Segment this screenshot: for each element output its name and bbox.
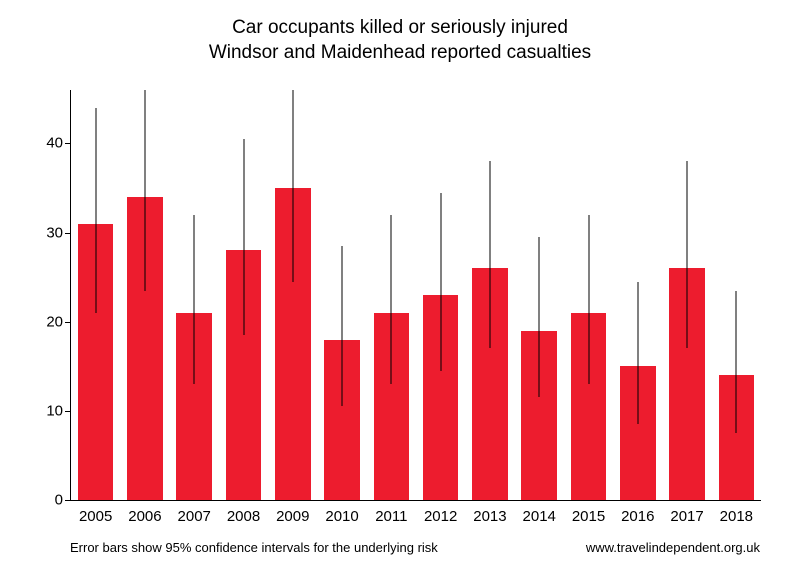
error-bar (292, 90, 293, 282)
error-bar (440, 193, 441, 371)
x-tick-label: 2007 (178, 500, 211, 525)
y-tick-label: 10 (46, 402, 71, 419)
x-tick-label: 2017 (670, 500, 703, 525)
x-tick-label: 2005 (79, 500, 112, 525)
x-tick-label: 2014 (523, 500, 556, 525)
y-tick-label: 0 (55, 492, 71, 509)
error-bar (539, 237, 540, 397)
error-bar (95, 108, 96, 313)
x-tick-label: 2012 (424, 500, 457, 525)
y-tick-label: 40 (46, 135, 71, 152)
footer-note-left: Error bars show 95% confidence intervals… (70, 540, 438, 555)
x-tick-label: 2009 (276, 500, 309, 525)
error-bar (391, 215, 392, 384)
x-tick-label: 2008 (227, 500, 260, 525)
error-bar (489, 161, 490, 348)
footer-note-right: www.travelindependent.org.uk (586, 540, 760, 555)
x-tick-label: 2016 (621, 500, 654, 525)
x-tick-label: 2011 (375, 500, 407, 525)
y-tick-label: 20 (46, 313, 71, 330)
error-bar (736, 291, 737, 434)
error-bar (194, 215, 195, 384)
chart-title-line1: Car occupants killed or seriously injure… (0, 16, 800, 41)
error-bar (144, 90, 145, 291)
plot-area: 0102030402005200620072008200920102011201… (70, 90, 761, 501)
chart-title: Car occupants killed or seriously injure… (0, 16, 800, 65)
y-tick-label: 30 (46, 224, 71, 241)
error-bar (588, 215, 589, 384)
chart-title-line2: Windsor and Maidenhead reported casualti… (0, 41, 800, 66)
error-bar (243, 139, 244, 335)
x-tick-label: 2018 (720, 500, 753, 525)
x-tick-label: 2010 (325, 500, 358, 525)
x-tick-label: 2015 (572, 500, 605, 525)
error-bar (687, 161, 688, 348)
x-tick-label: 2006 (128, 500, 161, 525)
error-bar (637, 282, 638, 425)
x-tick-label: 2013 (473, 500, 506, 525)
error-bar (342, 246, 343, 406)
chart-container: Car occupants killed or seriously injure… (0, 0, 800, 580)
